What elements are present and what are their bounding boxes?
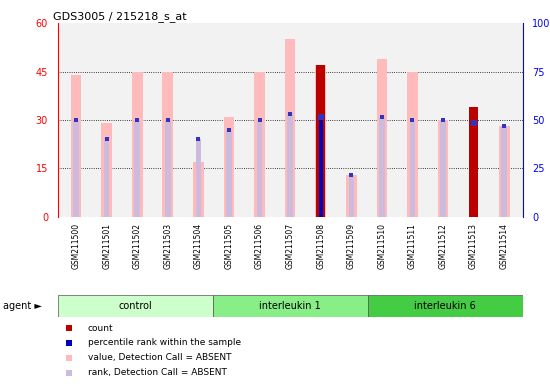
Bar xyxy=(315,65,326,217)
Bar xyxy=(162,71,173,217)
Bar xyxy=(346,175,356,217)
Bar xyxy=(165,120,170,217)
Bar xyxy=(438,120,448,217)
Bar xyxy=(440,120,446,217)
Bar xyxy=(502,126,507,217)
Bar xyxy=(135,120,140,217)
Bar xyxy=(132,71,142,217)
Bar xyxy=(193,162,204,217)
Text: interleukin 6: interleukin 6 xyxy=(414,301,476,311)
Bar xyxy=(226,130,232,217)
Text: percentile rank within the sample: percentile rank within the sample xyxy=(88,338,241,348)
Bar xyxy=(224,117,234,217)
Bar xyxy=(318,117,323,217)
Bar xyxy=(407,71,418,217)
Bar xyxy=(285,39,295,217)
Bar xyxy=(377,59,387,217)
Bar xyxy=(367,295,522,317)
Text: agent ►: agent ► xyxy=(3,301,42,311)
Bar xyxy=(469,107,478,217)
Bar xyxy=(257,120,262,217)
Text: value, Detection Call = ABSENT: value, Detection Call = ABSENT xyxy=(88,353,232,362)
Bar xyxy=(410,120,415,217)
Text: rank, Detection Call = ABSENT: rank, Detection Call = ABSENT xyxy=(88,368,227,377)
Bar xyxy=(196,139,201,217)
Bar xyxy=(379,117,384,217)
Bar xyxy=(71,75,81,217)
Bar xyxy=(58,295,213,317)
Bar xyxy=(318,117,323,217)
Text: GDS3005 / 215218_s_at: GDS3005 / 215218_s_at xyxy=(53,11,187,22)
Bar xyxy=(254,71,265,217)
Bar xyxy=(104,139,109,217)
Bar xyxy=(499,126,509,217)
Bar xyxy=(316,65,325,217)
Bar xyxy=(287,114,293,217)
Bar xyxy=(349,175,354,217)
Text: interleukin 1: interleukin 1 xyxy=(259,301,321,311)
Bar xyxy=(101,123,112,217)
Bar xyxy=(73,120,79,217)
Bar xyxy=(213,295,367,317)
Text: count: count xyxy=(88,324,114,333)
Text: control: control xyxy=(118,301,152,311)
